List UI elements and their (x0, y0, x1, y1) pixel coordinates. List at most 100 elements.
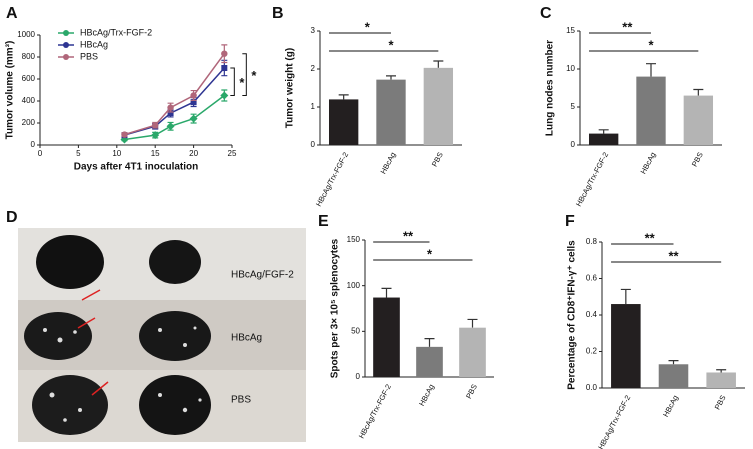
y-axis-label: Lung nodes number (545, 40, 556, 136)
lung-photo (149, 240, 201, 284)
y-tick-label: 5 (571, 102, 576, 111)
bar (588, 133, 619, 145)
bar (459, 327, 486, 377)
y-tick-label: 600 (22, 74, 36, 83)
y-tick-label: 2 (311, 64, 316, 73)
x-tick-label: 15 (151, 149, 160, 158)
marker (166, 122, 175, 131)
x-tick-label: HBcAg/Trx-FGF-2 (314, 151, 350, 208)
x-tick-label: 10 (112, 149, 121, 158)
marker (221, 65, 228, 71)
significance-bracket (242, 53, 247, 96)
marker (167, 104, 174, 111)
bar (683, 95, 714, 145)
arrows (77, 289, 109, 396)
legend-marker (63, 42, 69, 48)
y-tick-label: 150 (347, 235, 361, 244)
bar (658, 364, 689, 388)
y-tick-label: 0.2 (586, 347, 598, 356)
lung-photo (36, 235, 104, 289)
y-tick-label: 0 (31, 140, 36, 149)
lung-photo (139, 375, 211, 435)
marker (167, 110, 174, 117)
photo-label: HBcAg (231, 333, 262, 344)
y-tick-label: 800 (22, 52, 36, 61)
nodule-spots (43, 326, 202, 422)
significance-label: * (648, 37, 654, 52)
error-bar (381, 287, 392, 298)
y-tick-label: 1 (311, 102, 316, 111)
y-tick-label: 0 (571, 140, 576, 149)
x-tick-label: HBcAg/Trx-FGF-2 (357, 383, 393, 440)
x-tick-label: PBS (464, 383, 479, 400)
bar (423, 67, 454, 145)
panel-letter: C (540, 5, 552, 22)
panel-letter: B (272, 5, 284, 22)
significance-label: * (365, 19, 371, 34)
bar (706, 372, 736, 388)
marker (190, 99, 197, 106)
bar (373, 297, 400, 377)
error-bar (620, 288, 631, 305)
x-tick-label: HBcAg/Trx-FGF-2 (574, 151, 610, 208)
marker (221, 50, 228, 57)
x-axis-label: Days after 4T1 inoculation (74, 162, 198, 173)
x-tick-label: 5 (76, 149, 81, 158)
x-tick-label: PBS (430, 151, 445, 168)
photo-panel (18, 228, 306, 442)
panel-letter: E (318, 213, 329, 230)
significance-bracket (230, 67, 235, 96)
significance-label: ** (403, 228, 414, 243)
significance-label: ** (668, 248, 679, 263)
y-tick-label: 200 (22, 118, 36, 127)
significance-label: * (427, 246, 433, 261)
x-tick-label: HBcAg/Trx-FGF-2 (596, 394, 632, 449)
x-tick-label: HBcAg (639, 151, 658, 176)
bar (328, 99, 359, 145)
error-bar (668, 360, 679, 365)
legend-label: PBS (80, 51, 98, 61)
significance-label: * (251, 68, 257, 83)
y-tick-label: 1000 (17, 30, 35, 39)
y-tick-label: 100 (347, 281, 361, 290)
marker (151, 131, 160, 140)
error-bar (646, 63, 656, 77)
panel-letter: A (6, 5, 18, 22)
marker (220, 91, 229, 100)
x-tick-label: HBcAg (661, 394, 680, 419)
legend-marker (63, 54, 69, 60)
y-tick-label: 0.4 (586, 310, 598, 319)
legend-label: HBcAg/Trx-FGF-2 (80, 27, 152, 37)
marker (121, 131, 128, 138)
panel-letter: F (565, 213, 575, 230)
y-tick-label: 10 (566, 64, 575, 73)
error-bar (338, 94, 349, 100)
y-tick-label: 0 (311, 140, 316, 149)
x-tick-label: 20 (189, 149, 198, 158)
lung-photo (24, 312, 92, 360)
y-tick-label: 3 (311, 26, 316, 35)
x-tick-label: PBS (713, 394, 728, 411)
error-bar (598, 129, 609, 134)
x-tick-label: HBcAg (379, 151, 398, 176)
y-axis-label: Spots per 3× 10⁵ splenocytes (330, 238, 341, 378)
marker (152, 122, 159, 129)
significance-label: ** (622, 19, 633, 34)
significance-label: ** (645, 230, 656, 245)
photo-label: PBS (231, 395, 251, 406)
x-tick-label: HBcAg (417, 383, 436, 408)
x-tick-label: PBS (690, 151, 705, 168)
y-tick-label: 50 (351, 326, 360, 335)
error-bar (693, 88, 704, 96)
y-tick-label: 400 (22, 96, 36, 105)
significance-label: * (239, 75, 245, 90)
legend-label: HBcAg (80, 39, 108, 49)
marker (189, 114, 198, 123)
bar (416, 346, 443, 377)
significance-label: * (388, 37, 394, 52)
marker (190, 92, 197, 99)
photo-label: HBcAg/FGF-2 (231, 270, 294, 281)
legend-marker (63, 30, 69, 36)
y-tick-label: 15 (566, 26, 575, 35)
